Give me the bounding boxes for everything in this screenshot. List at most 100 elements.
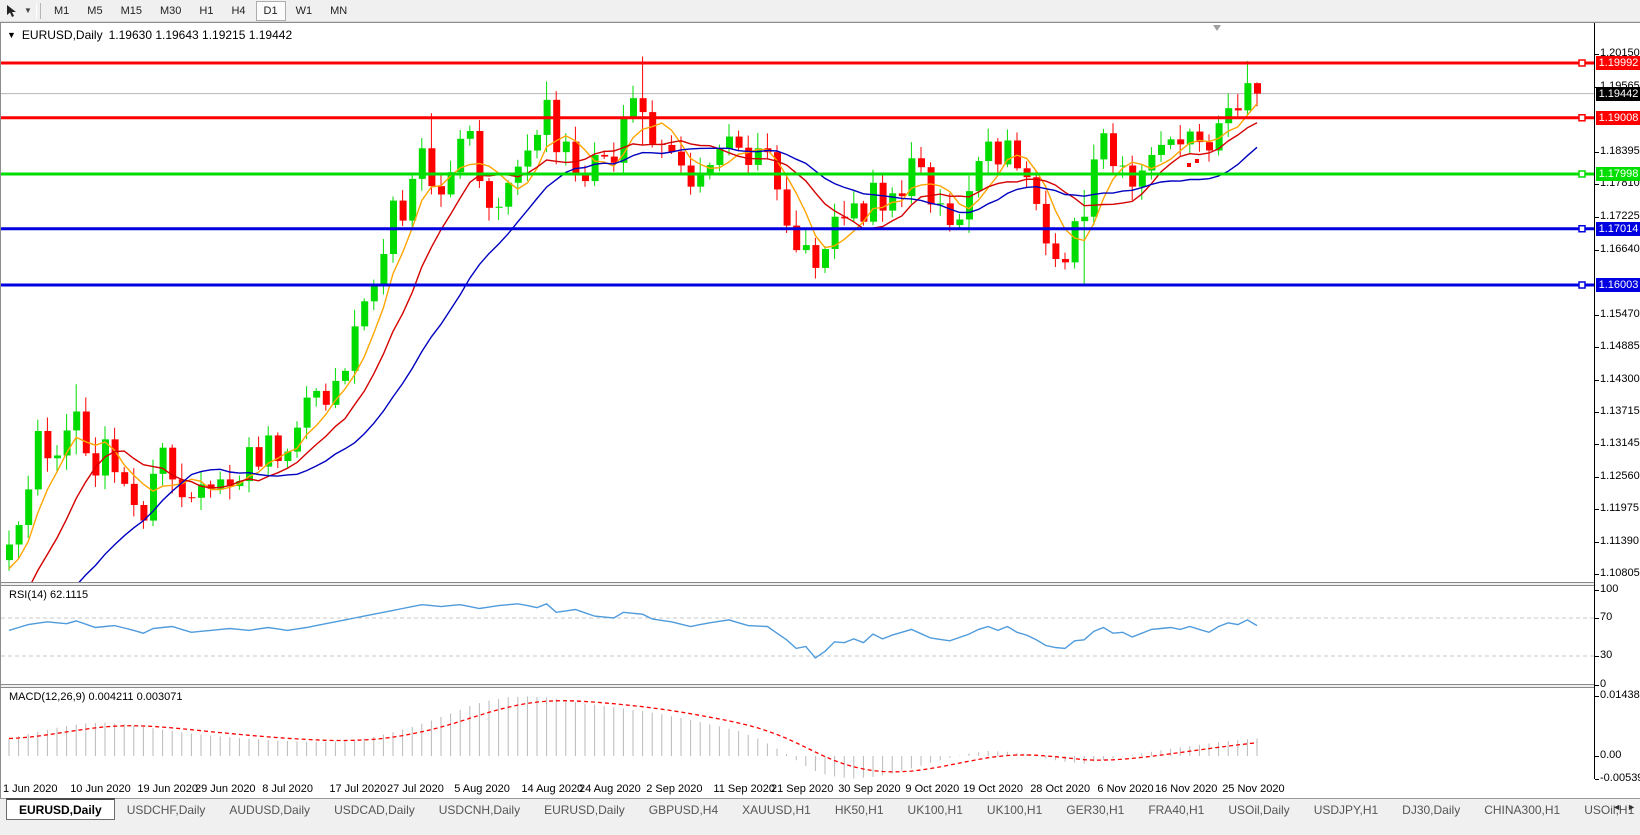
price-axis-tick: 1.11390 [1600, 534, 1639, 547]
chart-tab-eurusd-daily[interactable]: EURUSD,Daily [6, 798, 115, 820]
timeframe-button-w1[interactable]: W1 [295, 4, 313, 17]
chart-window: ▼ EURUSD,Daily 1.19630 1.19643 1.19215 1… [0, 22, 1640, 799]
date-axis-label: 17 Jul 2020 [329, 783, 387, 795]
axis-tickmark [1595, 696, 1599, 697]
line-handle[interactable] [1578, 114, 1586, 122]
status-strip [0, 820, 1640, 835]
date-axis-label: 21 Sep 2020 [771, 783, 834, 795]
price-axis-tick: 1.12560 [1600, 469, 1640, 482]
price-line-badge: 1.17998 [1596, 166, 1640, 181]
pointer-cursor-icon [6, 4, 16, 17]
price-axis-tick: 1.13145 [1600, 437, 1640, 450]
chart-tab-hk50-h1[interactable]: HK50,H1 [834, 802, 884, 817]
chart-tab-ger30-h1[interactable]: GER30,H1 [1066, 802, 1125, 817]
tab-scroll-arrows: ◄ ► [1612, 802, 1636, 812]
price-axis[interactable]: 1.201501.195651.183951.178101.172251.166… [1594, 23, 1640, 784]
tab-scroll-left-icon[interactable]: ◄ [1612, 802, 1622, 812]
date-axis-label: 16 Nov 2020 [1155, 783, 1218, 795]
axis-tickmark [1595, 756, 1599, 757]
timeframe-button-m1[interactable]: M1 [54, 4, 70, 17]
chart-tab-gbpusd-h4[interactable]: GBPUSD,H4 [648, 802, 719, 817]
chart-tab-usdcad-daily[interactable]: USDCAD,Daily [334, 802, 415, 817]
axis-tickmark [1595, 444, 1599, 446]
price-line-badge: 1.16003 [1596, 278, 1640, 292]
axis-tickmark [1595, 509, 1599, 511]
price-line-badge: 1.19008 [1596, 110, 1640, 125]
timeframe-buttons: M1 M5 M15 M30 H1 H4 D1 W1 MN [46, 0, 355, 21]
chart-tab-fra40-h1[interactable]: FRA40,H1 [1148, 802, 1205, 817]
chart-title-collapse-icon[interactable]: ▼ [7, 30, 16, 40]
panel-splitter-macd[interactable] [1, 684, 1640, 688]
macd-indicator-canvas[interactable] [1, 688, 1594, 779]
date-axis-label: 25 Nov 2020 [1222, 783, 1285, 795]
price-axis-tick: 1.14300 [1600, 372, 1640, 385]
chart-tab-eurusd-daily[interactable]: EURUSD,Daily [544, 802, 625, 817]
axis-tickmark [1595, 589, 1599, 591]
price-axis-tick: 1.18395 [1600, 144, 1640, 157]
axis-tickmark [1595, 314, 1599, 316]
timeframe-button-m15[interactable]: M15 [120, 4, 142, 17]
chart-tab-xauusd-h1[interactable]: XAUUSD,H1 [742, 802, 811, 817]
date-axis-label: 24 Aug 2020 [579, 783, 641, 795]
chart-tab-bar: EURUSD,Daily USDCHF,Daily AUDUSD,Daily USDC… [0, 798, 1640, 820]
line-handle[interactable] [1578, 170, 1586, 178]
macd-axis-tick: 0.00 [1600, 749, 1622, 761]
price-line-badge: 1.19992 [1596, 56, 1640, 70]
axis-tickmark [1595, 541, 1599, 543]
time-axis[interactable]: 1 Jun 2020 10 Jun 2020 19 Jun 2020 29 Jun 2… [1, 779, 1640, 799]
panel-splitter-rsi[interactable] [1, 582, 1640, 586]
cursor-tool-dropdown-icon[interactable]: ▼ [24, 6, 32, 15]
cursor-tool-icon[interactable] [0, 1, 22, 21]
axis-tickmark [1595, 249, 1599, 251]
chart-tab-usdjpy-h1[interactable]: USDJPY,H1 [1313, 802, 1379, 817]
ma-fast-line [8, 103, 1258, 570]
axis-tickmark [1595, 151, 1599, 153]
rsi-axis-tick: 0 [1600, 677, 1607, 690]
date-axis-label: 19 Oct 2020 [963, 783, 1023, 795]
timeframe-button-h4[interactable]: H4 [231, 4, 246, 17]
price-chart-canvas[interactable] [1, 23, 1594, 582]
chart-tab-usoil-daily[interactable]: USOil,Daily [1228, 802, 1290, 817]
axis-tickmark [1595, 778, 1599, 780]
date-axis-label: 29 Jun 2020 [195, 783, 256, 795]
axis-tickmark [1595, 347, 1599, 349]
price-axis-tick: 1.13715 [1600, 405, 1640, 418]
date-axis-label: 11 Sep 2020 [713, 783, 775, 795]
price-axis-tick: 1.15470 [1600, 307, 1640, 320]
timeframe-button-m5[interactable]: M5 [87, 4, 103, 17]
date-axis-label: 28 Oct 2020 [1030, 783, 1091, 795]
rsi-axis-tick: 30 [1600, 649, 1613, 661]
line-handle[interactable] [1578, 59, 1586, 67]
date-axis-label: 14 Aug 2020 [521, 783, 584, 795]
rsi-line [8, 602, 1258, 659]
rsi-label: RSI(14) 62.1115 [9, 589, 89, 601]
chart-shift-marker[interactable] [1213, 25, 1221, 31]
trade-marker [1187, 163, 1191, 167]
ma-slow-line [78, 146, 1258, 582]
timeframe-button-h1[interactable]: H1 [199, 4, 214, 17]
date-axis-label: 5 Aug 2020 [454, 783, 510, 795]
chart-tab-usdchf-daily[interactable]: USDCHF,Daily [126, 802, 206, 817]
price-axis-tick: 1.10805 [1600, 567, 1640, 580]
rsi-indicator-canvas[interactable] [1, 586, 1594, 684]
timeframe-button-m30[interactable]: M30 [159, 4, 182, 17]
chart-tab-china300-h1[interactable]: CHINA300,H1 [1484, 802, 1561, 817]
timeframe-button-mn[interactable]: MN [330, 4, 348, 17]
macd-axis-tick: -0.005396 [1600, 771, 1640, 784]
chart-tab-usdcnh-daily[interactable]: USDCNH,Daily [438, 802, 521, 817]
axis-tickmark [1595, 476, 1599, 478]
tab-scroll-right-icon[interactable]: ► [1627, 802, 1636, 812]
price-axis-tick: 1.11975 [1600, 502, 1639, 515]
line-handle[interactable] [1578, 224, 1586, 233]
chart-tab-uk100-h1[interactable]: UK100,H1 [907, 802, 963, 817]
rsi-axis-tick: 70 [1600, 611, 1613, 623]
timeframe-button-d1[interactable]: D1 [255, 0, 286, 21]
chart-tab-uk100-h1[interactable]: UK100,H1 [986, 802, 1043, 817]
date-axis-label: 27 Jul 2020 [387, 783, 444, 795]
date-axis-label: 30 Sep 2020 [838, 783, 901, 795]
chart-tab-usoil-h1[interactable]: USOil,H1 [1584, 802, 1635, 817]
line-handle[interactable] [1578, 281, 1586, 289]
chart-tab-dj30-daily[interactable]: DJ30,Daily [1402, 802, 1461, 817]
chart-tab-audusd-daily[interactable]: AUDUSD,Daily [229, 802, 311, 817]
